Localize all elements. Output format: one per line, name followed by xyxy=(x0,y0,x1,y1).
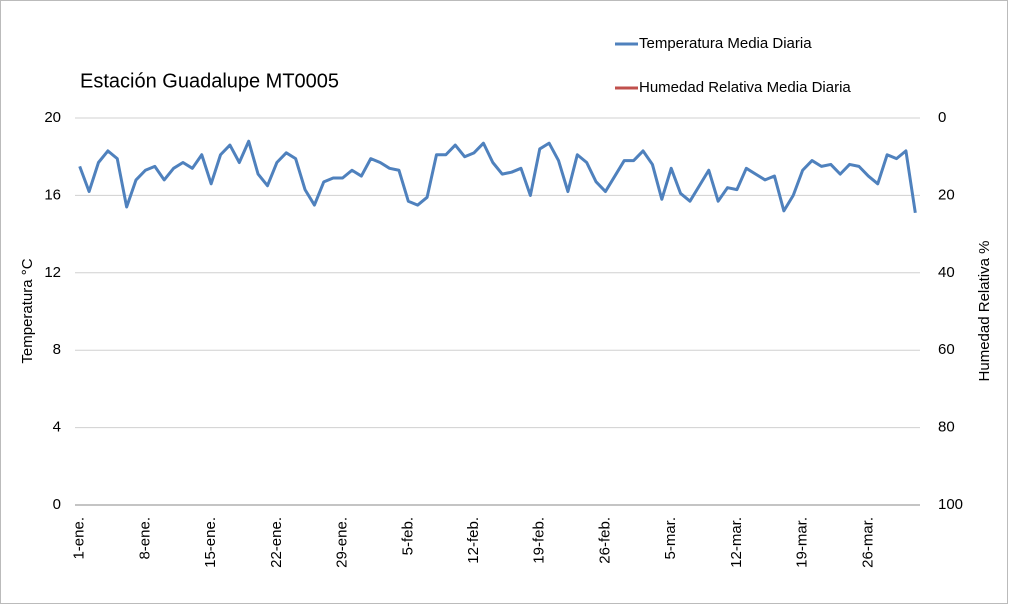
y-tick-label: 0 xyxy=(53,496,61,513)
chart-title: Estación Guadalupe MT0005 xyxy=(80,70,339,92)
y-axis-title: Temperatura °C xyxy=(19,258,36,363)
x-tick-label: 19-feb. xyxy=(531,517,548,564)
x-tick-label: 19-mar. xyxy=(794,517,811,568)
y2-tick-label: 100 xyxy=(938,496,963,513)
y2-axis-title: Humedad Relativa % xyxy=(976,241,993,382)
y2-tick-label: 20 xyxy=(938,186,955,203)
y2-tick-label: 60 xyxy=(938,341,955,358)
y-tick-label: 16 xyxy=(44,186,61,203)
x-tick-label: 5-mar. xyxy=(662,517,679,560)
x-tick-label: 22-ene. xyxy=(268,517,285,568)
y-tick-label: 20 xyxy=(44,109,61,126)
x-tick-label: 26-feb. xyxy=(596,517,613,564)
x-tick-label: 15-ene. xyxy=(202,517,219,568)
x-tick-label: 12-feb. xyxy=(465,517,482,564)
series-line xyxy=(78,139,917,214)
x-tick-label: 8-ene. xyxy=(136,517,153,560)
y-tick-label: 12 xyxy=(44,264,61,281)
x-tick-label: 1-ene. xyxy=(71,517,88,560)
x-tick-label: 5-feb. xyxy=(399,517,416,555)
legend-label: Humedad Relativa Media Diaria xyxy=(639,79,851,96)
y2-tick-label: 80 xyxy=(938,419,955,436)
y-tick-label: 8 xyxy=(53,341,61,358)
y2-tick-label: 0 xyxy=(938,109,946,126)
x-tick-label: 29-ene. xyxy=(334,517,351,568)
x-tick-label: 12-mar. xyxy=(728,517,745,568)
y-tick-label: 4 xyxy=(53,419,61,436)
y2-tick-label: 40 xyxy=(938,264,955,281)
x-tick-label: 26-mar. xyxy=(859,517,876,568)
legend-label: Temperatura Media Diaria xyxy=(639,35,812,52)
